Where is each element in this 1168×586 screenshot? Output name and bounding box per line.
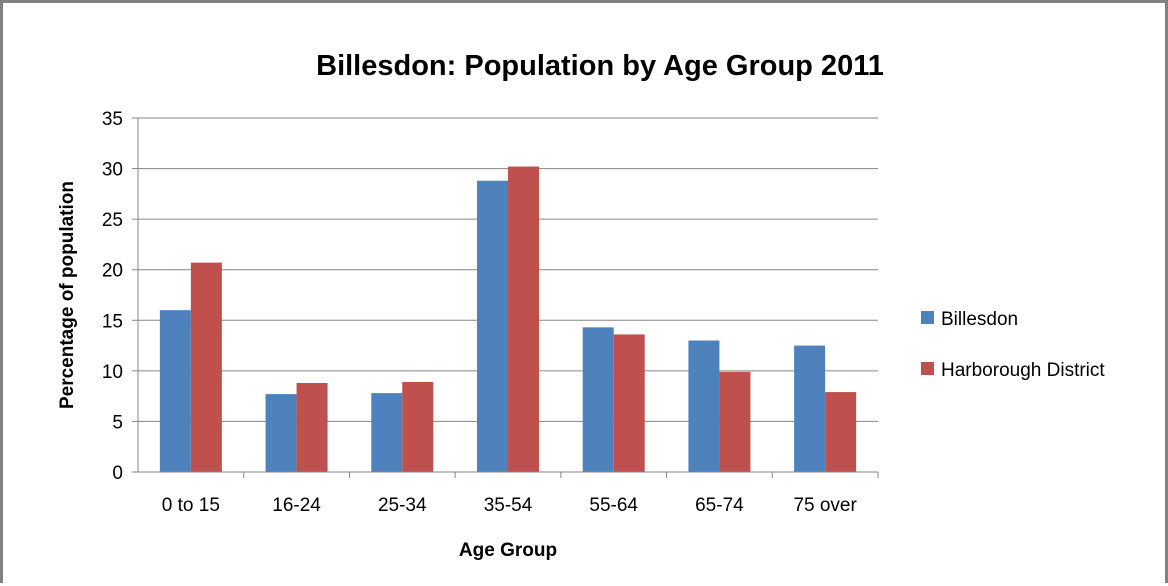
x-tick-label: 0 to 15 — [162, 495, 220, 516]
chart-title: Billesdon: Population by Age Group 2011 — [316, 50, 884, 82]
bars — [159, 166, 857, 473]
bar-harborough-2 — [402, 381, 434, 472]
y-axis-label: Percentage of population — [57, 181, 78, 409]
x-tick-label: 55-64 — [589, 495, 638, 516]
bar-billesdon-4 — [582, 327, 614, 472]
x-tick-labels: 0 to 15 16-24 25-34 35-54 55-64 65-74 75 over — [162, 495, 858, 516]
legend-label: Billesdon — [941, 309, 1018, 330]
x-tick-label: 35-54 — [484, 495, 533, 516]
y-tick-label: 35 — [102, 109, 123, 130]
bar-harborough-0 — [190, 262, 222, 472]
bar-billesdon-3 — [477, 180, 508, 473]
y-tick-label: 25 — [102, 210, 123, 231]
y-tick-label: 20 — [102, 261, 123, 282]
x-tick-label: 65-74 — [695, 495, 744, 516]
bar-billesdon-5 — [688, 340, 720, 472]
bar-billesdon-1 — [265, 394, 297, 472]
axes — [137, 118, 879, 478]
legend: Billesdon Harborough District — [921, 309, 1105, 381]
bar-harborough-1 — [296, 382, 328, 472]
legend-swatch — [921, 362, 934, 375]
bar-harborough-4 — [613, 334, 645, 472]
y-tick-label: 10 — [102, 362, 123, 383]
bar-harborough-6 — [825, 392, 857, 472]
bar-chart: Billesdon: Population by Age Group 2011 … — [57, 50, 1105, 561]
y-tick-labels: 0 5 10 15 20 25 30 35 — [102, 109, 123, 484]
y-tick-label: 5 — [112, 412, 123, 433]
x-axis-label: Age Group — [459, 540, 557, 561]
legend-swatch — [921, 311, 934, 324]
legend-label: Harborough District — [941, 360, 1105, 381]
x-tick-label: 16-24 — [272, 495, 321, 516]
x-tick-label: 25-34 — [378, 495, 427, 516]
bar-billesdon-0 — [159, 310, 191, 472]
y-tick-label: 30 — [102, 160, 123, 181]
bar-harborough-3 — [508, 166, 539, 472]
y-tick-label: 0 — [112, 463, 123, 484]
x-tick-label: 75 over — [793, 495, 857, 516]
bar-harborough-5 — [719, 371, 751, 472]
bar-billesdon-2 — [371, 393, 403, 472]
bar-billesdon-6 — [794, 345, 826, 472]
y-tick-label: 15 — [102, 311, 123, 332]
